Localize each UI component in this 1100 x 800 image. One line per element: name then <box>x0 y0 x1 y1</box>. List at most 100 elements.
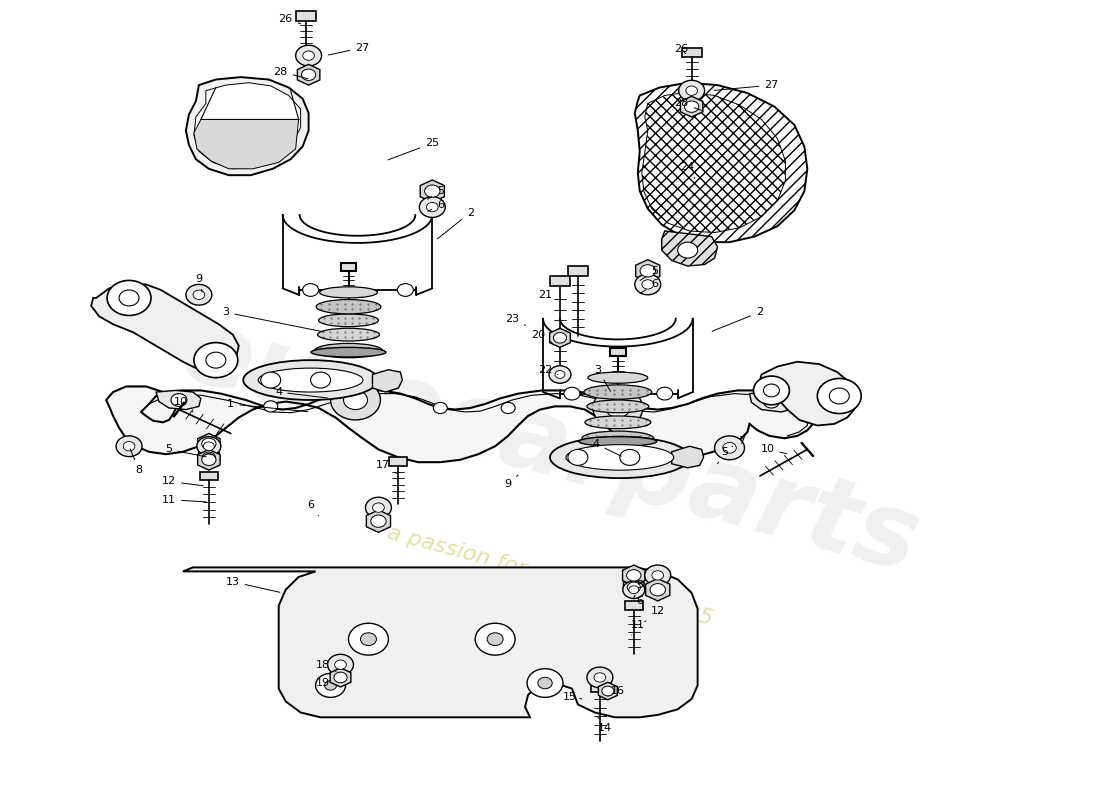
Circle shape <box>194 342 238 378</box>
Polygon shape <box>91 284 239 370</box>
Circle shape <box>331 380 381 420</box>
Polygon shape <box>598 682 617 700</box>
Circle shape <box>343 390 367 410</box>
Circle shape <box>502 402 515 414</box>
Polygon shape <box>672 446 704 468</box>
Text: 26: 26 <box>674 44 689 54</box>
Circle shape <box>316 674 345 698</box>
Text: 5: 5 <box>165 445 206 457</box>
Polygon shape <box>568 266 587 276</box>
Ellipse shape <box>320 286 377 298</box>
Text: 12: 12 <box>645 606 664 622</box>
Ellipse shape <box>584 385 651 399</box>
Text: 9: 9 <box>196 274 202 292</box>
Circle shape <box>119 290 139 306</box>
Circle shape <box>201 454 216 466</box>
Text: 10: 10 <box>760 445 786 454</box>
Circle shape <box>623 581 645 598</box>
Circle shape <box>107 281 151 315</box>
Text: 23: 23 <box>505 314 526 326</box>
Polygon shape <box>759 362 857 426</box>
Text: 5: 5 <box>634 580 643 598</box>
Polygon shape <box>624 578 645 597</box>
Circle shape <box>261 372 280 388</box>
Circle shape <box>334 660 346 670</box>
Text: 6: 6 <box>307 500 319 515</box>
Ellipse shape <box>550 437 690 478</box>
Polygon shape <box>297 64 320 85</box>
Ellipse shape <box>587 372 648 383</box>
Text: 9: 9 <box>505 475 518 489</box>
Circle shape <box>264 401 277 412</box>
Circle shape <box>202 452 216 462</box>
Text: 6: 6 <box>634 596 643 611</box>
Ellipse shape <box>316 299 381 314</box>
Polygon shape <box>183 567 697 718</box>
Circle shape <box>556 370 565 378</box>
Text: 27: 27 <box>714 80 779 90</box>
Polygon shape <box>681 96 703 117</box>
Circle shape <box>763 384 780 397</box>
Circle shape <box>829 388 849 404</box>
Text: 17: 17 <box>375 460 396 474</box>
Polygon shape <box>682 48 702 57</box>
Ellipse shape <box>566 445 673 470</box>
Circle shape <box>549 366 571 383</box>
Circle shape <box>593 388 642 428</box>
Circle shape <box>538 678 552 689</box>
Circle shape <box>568 450 587 466</box>
Text: 5: 5 <box>640 266 658 281</box>
Circle shape <box>587 667 613 688</box>
Circle shape <box>427 202 438 212</box>
Circle shape <box>627 570 641 581</box>
Ellipse shape <box>243 360 378 400</box>
Circle shape <box>685 86 697 95</box>
Polygon shape <box>330 668 351 687</box>
Text: 12: 12 <box>162 476 204 486</box>
Polygon shape <box>646 578 670 601</box>
Circle shape <box>678 242 697 258</box>
Polygon shape <box>389 458 407 466</box>
Text: 10: 10 <box>174 397 192 412</box>
Circle shape <box>204 442 214 450</box>
Circle shape <box>527 669 563 698</box>
Circle shape <box>186 285 212 305</box>
Circle shape <box>627 582 640 593</box>
Circle shape <box>371 515 386 527</box>
Ellipse shape <box>311 347 386 357</box>
Text: 16: 16 <box>608 686 625 697</box>
Polygon shape <box>636 260 660 282</box>
Text: 18: 18 <box>316 660 337 671</box>
Circle shape <box>715 436 745 460</box>
Text: eurocarparts: eurocarparts <box>170 301 929 595</box>
Circle shape <box>487 633 503 646</box>
Text: 14: 14 <box>597 718 612 734</box>
Circle shape <box>194 290 205 299</box>
Circle shape <box>302 284 319 296</box>
Ellipse shape <box>258 368 363 392</box>
Circle shape <box>763 395 780 408</box>
Text: 2: 2 <box>438 208 474 239</box>
Polygon shape <box>623 565 645 586</box>
Ellipse shape <box>319 314 378 326</box>
Polygon shape <box>198 448 219 467</box>
Circle shape <box>602 686 614 696</box>
Text: a passion for parts since 1985: a passion for parts since 1985 <box>385 522 715 629</box>
Polygon shape <box>366 510 390 532</box>
Text: 11: 11 <box>630 620 645 635</box>
Polygon shape <box>341 263 356 270</box>
Polygon shape <box>373 370 403 392</box>
Circle shape <box>629 586 639 594</box>
Circle shape <box>397 284 414 296</box>
Polygon shape <box>609 348 626 356</box>
Circle shape <box>201 438 216 450</box>
Text: 4: 4 <box>592 439 622 456</box>
Circle shape <box>365 498 392 518</box>
Circle shape <box>334 672 348 682</box>
Text: 27: 27 <box>328 42 370 55</box>
Polygon shape <box>106 386 814 462</box>
Circle shape <box>635 274 661 294</box>
Circle shape <box>642 280 653 289</box>
Text: 21: 21 <box>538 290 558 300</box>
Circle shape <box>754 376 790 405</box>
